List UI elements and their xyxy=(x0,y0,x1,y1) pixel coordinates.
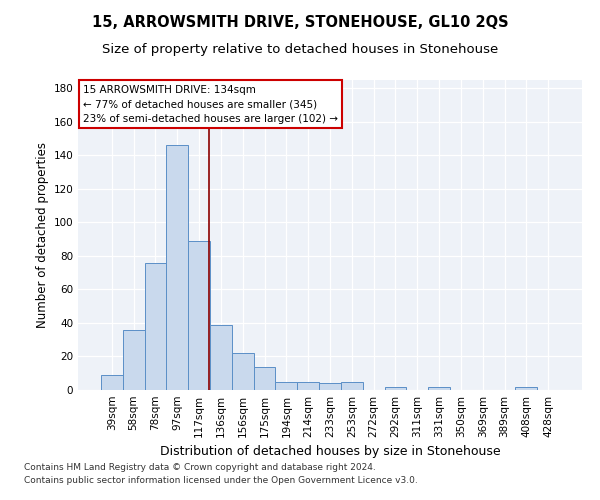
Bar xyxy=(232,353,254,390)
Text: 15 ARROWSMITH DRIVE: 134sqm
← 77% of detached houses are smaller (345)
23% of se: 15 ARROWSMITH DRIVE: 134sqm ← 77% of det… xyxy=(83,84,338,124)
Bar xyxy=(275,382,297,390)
Bar xyxy=(341,382,363,390)
Bar xyxy=(428,386,450,390)
Bar xyxy=(123,330,145,390)
Text: Contains public sector information licensed under the Open Government Licence v3: Contains public sector information licen… xyxy=(24,476,418,485)
Text: Contains HM Land Registry data © Crown copyright and database right 2024.: Contains HM Land Registry data © Crown c… xyxy=(24,464,376,472)
Bar xyxy=(254,366,275,390)
Text: Size of property relative to detached houses in Stonehouse: Size of property relative to detached ho… xyxy=(102,42,498,56)
Bar xyxy=(385,386,406,390)
Bar xyxy=(145,262,166,390)
Bar xyxy=(210,324,232,390)
Text: 15, ARROWSMITH DRIVE, STONEHOUSE, GL10 2QS: 15, ARROWSMITH DRIVE, STONEHOUSE, GL10 2… xyxy=(92,15,508,30)
Bar xyxy=(515,386,537,390)
Bar xyxy=(297,382,319,390)
X-axis label: Distribution of detached houses by size in Stonehouse: Distribution of detached houses by size … xyxy=(160,446,500,458)
Y-axis label: Number of detached properties: Number of detached properties xyxy=(36,142,49,328)
Bar xyxy=(166,146,188,390)
Bar xyxy=(101,375,123,390)
Bar xyxy=(319,384,341,390)
Bar xyxy=(188,241,210,390)
